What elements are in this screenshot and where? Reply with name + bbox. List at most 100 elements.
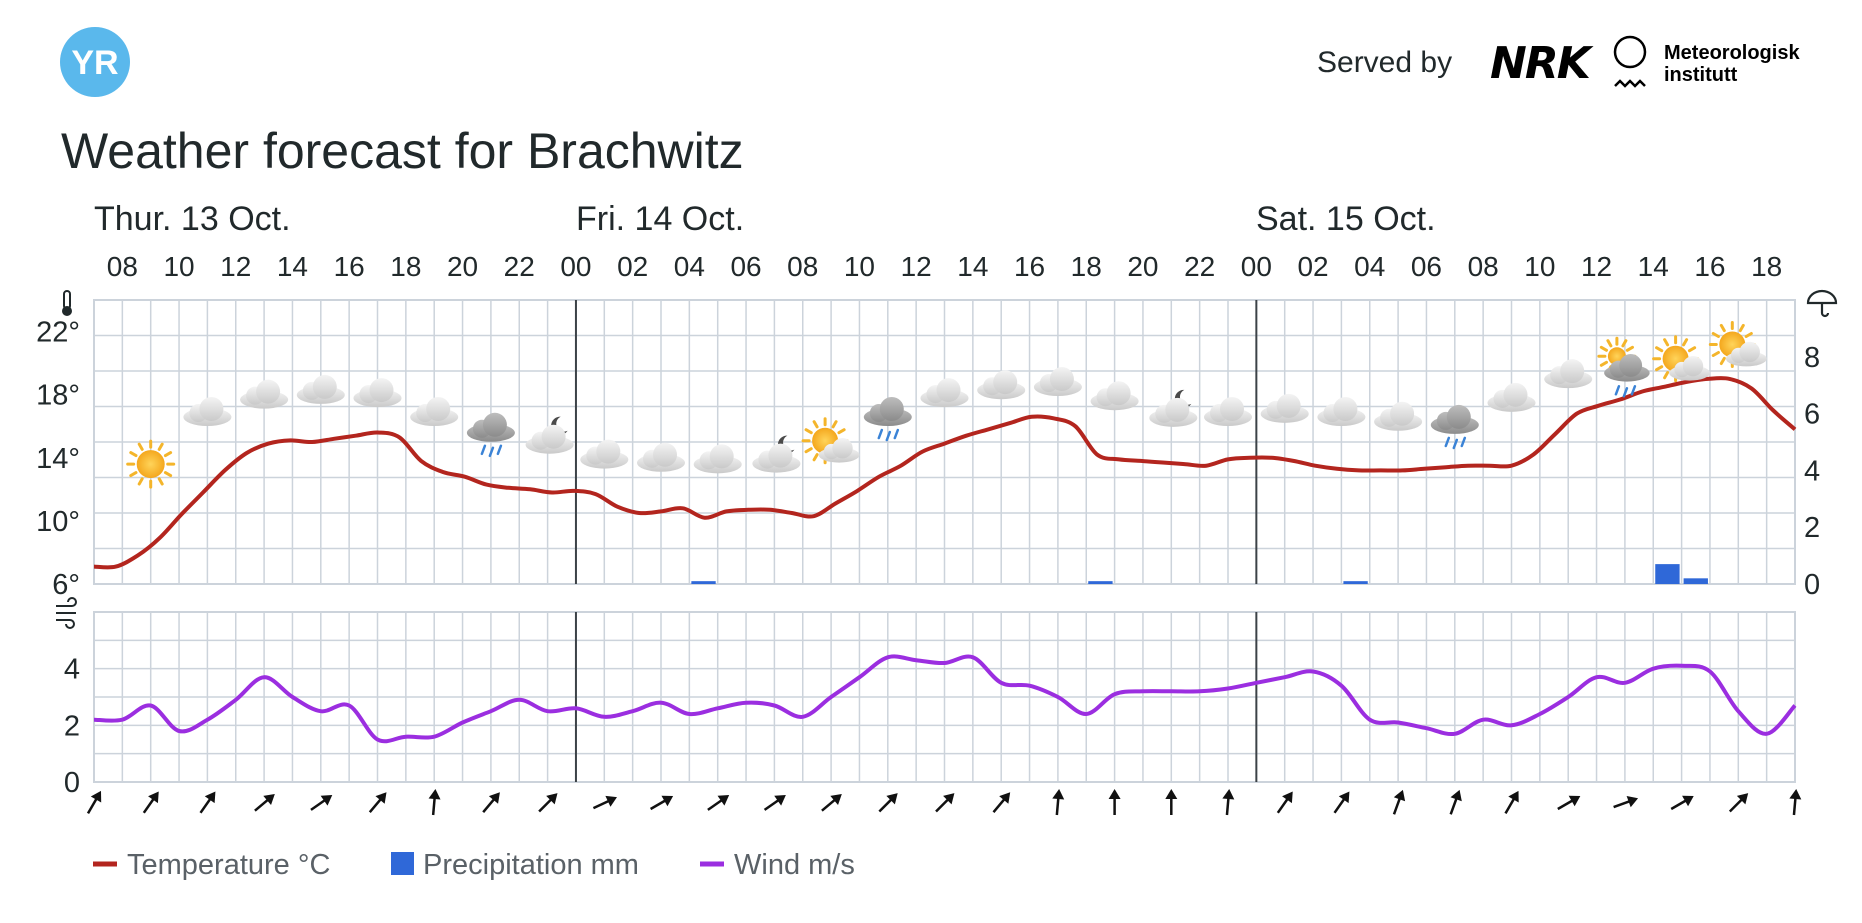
wind-direction-arrow — [1613, 795, 1639, 809]
sun-icon — [126, 439, 176, 489]
yr-logo-text: YR — [71, 44, 118, 82]
precipitation-tick-label: 8 — [1804, 342, 1820, 374]
weather-symbol-cloud — [977, 370, 1026, 400]
hour-tick-label: 14 — [957, 251, 988, 282]
cloud-icon — [1260, 393, 1309, 423]
precipitation-bar — [1655, 564, 1680, 584]
wind-direction-arrow — [1504, 790, 1519, 815]
wind-direction-arrow — [1108, 789, 1121, 815]
weather-symbol-night-cloud — [1149, 389, 1198, 427]
precipitation-bar — [1683, 578, 1708, 584]
wind-direction-arrow — [992, 792, 1011, 813]
hour-tick-label: 02 — [617, 251, 648, 282]
dark-cloud-icon — [863, 397, 912, 427]
met-logo[interactable]: Meteorologisk institutt — [1613, 35, 1800, 88]
grid — [93, 299, 1796, 783]
wind-tick-label: 0 — [64, 767, 80, 799]
cloud-icon — [1149, 397, 1198, 427]
hour-tick-label: 04 — [1354, 251, 1385, 282]
weather-symbol-night-cloud — [752, 435, 801, 473]
wind-direction-arrow — [428, 789, 441, 816]
precipitation-bars — [691, 564, 1708, 584]
hour-tick-label: 14 — [277, 251, 308, 282]
weather-symbol-rain-cloud — [1430, 404, 1479, 450]
cloud-icon — [693, 444, 742, 474]
raindrops-icon — [480, 444, 503, 458]
weather-symbol-sun-rain-cloud — [1597, 336, 1650, 398]
wind-direction-arrow — [1557, 795, 1581, 811]
cloud-icon — [1204, 397, 1252, 427]
hour-tick-label: 12 — [901, 251, 932, 282]
hour-tick-label: 06 — [1411, 251, 1442, 282]
hour-tick-label: 10 — [1524, 251, 1555, 282]
hour-tick-label: 16 — [334, 251, 365, 282]
hour-tick-label: 08 — [107, 251, 138, 282]
cloud-icon — [637, 442, 685, 472]
wind-direction-arrow — [1276, 791, 1293, 814]
wind-direction-arrow — [1670, 795, 1694, 811]
y-axes: 6° 10° 14° 18° 22° 0 2 4 6 8 0 2 4 — [36, 317, 1820, 799]
day-label-fri: Fri. 14 Oct. — [576, 200, 744, 238]
hour-tick-label: 12 — [220, 251, 251, 282]
wind-direction-arrow — [1449, 789, 1462, 815]
hour-tick-label: 08 — [1468, 251, 1499, 282]
wind-direction-arrow — [1728, 793, 1749, 813]
hour-tick-label: 02 — [1297, 251, 1328, 282]
weather-symbol-rain-cloud — [466, 412, 515, 458]
wind-direction-arrow — [1333, 791, 1350, 814]
met-logo-circle — [1613, 35, 1647, 69]
temperature-series — [93, 376, 1797, 570]
wind-line — [93, 654, 1797, 744]
wind-series — [93, 654, 1797, 744]
hour-tick-label: 16 — [1014, 251, 1045, 282]
temperature-tick-label: 18° — [36, 380, 80, 412]
cloud-icon — [1317, 397, 1366, 427]
precipitation-tick-label: 2 — [1804, 512, 1820, 544]
raindrops-icon — [877, 428, 900, 442]
wind-direction-arrow — [649, 795, 674, 811]
weather-symbol-cloud — [353, 378, 402, 408]
weather-symbol-night-cloud — [525, 416, 574, 454]
cloud-icon — [1090, 381, 1139, 411]
cloud-icon — [818, 437, 860, 463]
hour-tick-label: 20 — [1127, 251, 1158, 282]
hour-tick-label: 04 — [674, 251, 705, 282]
weather-symbol-cloud — [296, 374, 345, 404]
wind-tick-label: 4 — [64, 654, 80, 686]
cloud-icon — [296, 374, 345, 404]
wind-direction-arrow — [1052, 789, 1065, 816]
weather-symbol-cloud — [183, 397, 232, 427]
page-title: Weather forecast for Brachwitz — [61, 123, 744, 179]
weather-symbol-cloud — [240, 379, 289, 409]
cloud-icon — [183, 397, 232, 427]
dark-cloud-icon — [1604, 354, 1650, 382]
cloud-icon — [977, 370, 1026, 400]
wind-direction-arrow — [935, 793, 955, 813]
wind-direction-arrow — [538, 793, 558, 813]
weather-symbol-cloud — [580, 439, 629, 469]
cloud-icon — [410, 397, 459, 427]
yr-logo[interactable]: YR — [60, 27, 130, 97]
hour-tick-label: 10 — [844, 251, 875, 282]
umbrella-icon — [1806, 289, 1838, 318]
day-label-thu: Thur. 13 Oct. — [94, 200, 291, 238]
weather-symbol-cloud — [1544, 359, 1593, 389]
wind-direction-arrow — [707, 794, 730, 811]
temperature-tick-label: 6° — [52, 569, 80, 601]
raindrops-icon — [1614, 385, 1637, 398]
wind-direction-arrow — [368, 792, 387, 813]
nrk-logo[interactable]: NRK — [1490, 38, 1596, 89]
cloud-icon — [1669, 355, 1710, 381]
hour-tick-label: 06 — [730, 251, 761, 282]
precipitation-tick-label: 6 — [1804, 399, 1820, 431]
cloud-icon — [580, 439, 629, 469]
yr-logo-badge — [60, 27, 130, 97]
weather-symbol-cloud — [1260, 393, 1309, 423]
legend-label-temperature: Temperature °C — [127, 849, 330, 881]
wind-direction-arrow — [821, 794, 842, 812]
weather-symbol-cloud — [1374, 401, 1423, 431]
precipitation-tick-label: 4 — [1804, 455, 1820, 487]
cloud-icon — [1033, 367, 1082, 397]
cloud-icon — [240, 379, 289, 409]
